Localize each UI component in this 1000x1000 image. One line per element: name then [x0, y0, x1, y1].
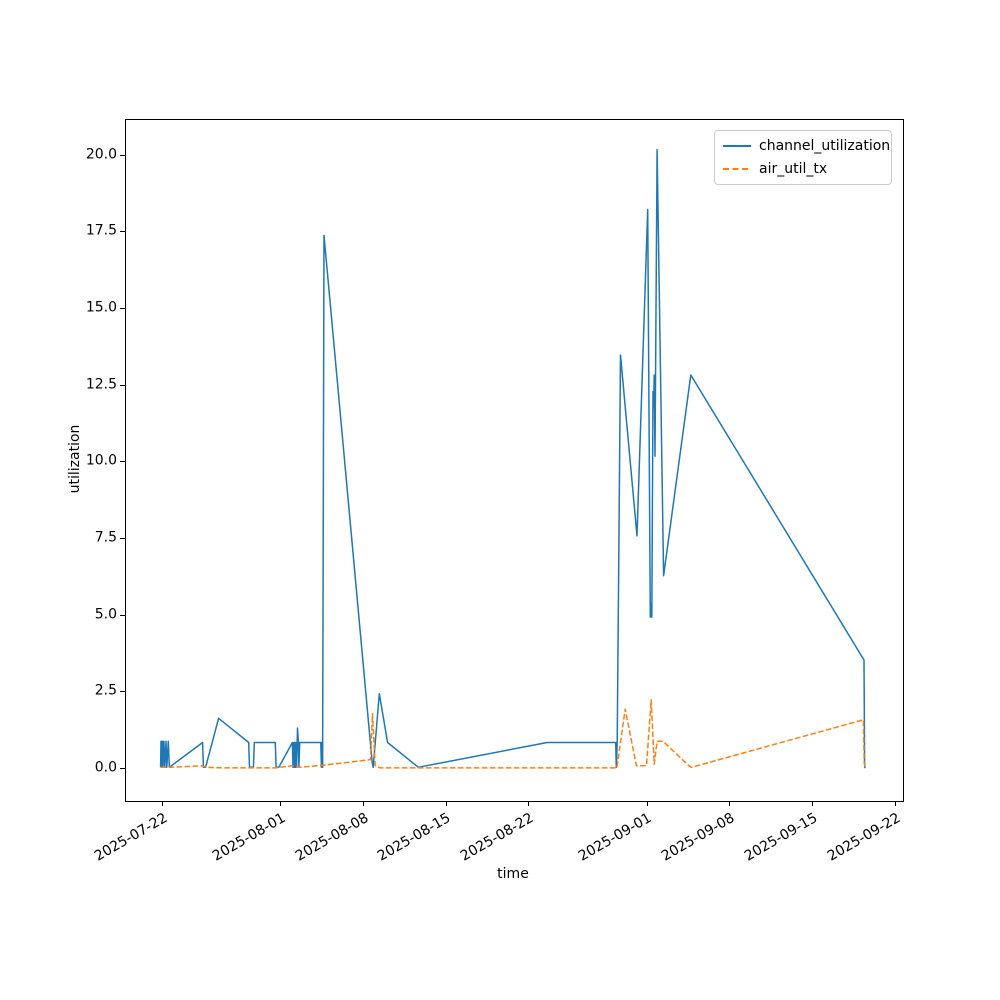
legend: channel_utilization air_util_tx	[714, 130, 892, 185]
plot-area: channel_utilization air_util_tx	[125, 119, 904, 802]
series-channel_utilization	[159, 148, 866, 769]
x-axis-label: time	[497, 866, 529, 882]
x-tick-label: 2025-08-22	[457, 810, 537, 865]
x-tick-mark	[280, 801, 281, 806]
y-tick-mark	[120, 231, 125, 232]
y-tick-mark	[120, 768, 125, 769]
y-tick-mark	[120, 308, 125, 309]
y-tick-label: 5.0	[94, 606, 117, 623]
x-tick-label: 2025-08-01	[209, 810, 289, 865]
y-axis-label: utilization	[67, 424, 83, 494]
y-tick-label: 17.5	[85, 222, 117, 239]
x-tick-mark	[895, 801, 896, 806]
x-tick-mark	[812, 801, 813, 806]
x-tick-label: 2025-08-15	[375, 810, 454, 865]
legend-item-air-util-tx: air_util_tx	[723, 160, 883, 178]
series-air_util_tx	[160, 699, 866, 769]
x-tick-mark	[528, 801, 529, 806]
y-tick-label: 10.0	[85, 452, 117, 469]
y-tick-label: 20.0	[85, 146, 117, 163]
x-tick-label: 2025-09-15	[741, 810, 821, 865]
line-chart	[159, 148, 866, 769]
y-tick-mark	[120, 385, 125, 386]
y-tick-label: 15.0	[85, 299, 117, 316]
x-tick-label: 2025-09-01	[576, 810, 655, 865]
x-tick-mark	[647, 801, 648, 806]
legend-item-channel-utilization: channel_utilization	[723, 137, 890, 155]
x-tick-label: 2025-09-22	[824, 810, 903, 865]
y-tick-label: 0.0	[94, 759, 117, 776]
y-tick-label: 12.5	[85, 376, 117, 393]
y-tick-label: 7.5	[94, 529, 117, 546]
x-tick-mark	[446, 801, 447, 806]
x-tick-mark	[162, 801, 163, 806]
y-tick-label: 2.5	[94, 682, 117, 699]
legend-label: channel_utilization	[759, 137, 891, 154]
legend-line-dashed-icon	[723, 168, 751, 170]
x-tick-mark	[729, 801, 730, 806]
x-tick-label: 2025-08-08	[292, 810, 371, 865]
legend-line-solid-icon	[723, 145, 751, 147]
x-tick-mark	[363, 801, 364, 806]
y-tick-mark	[120, 461, 125, 462]
x-tick-label: 2025-09-08	[658, 810, 738, 865]
y-tick-mark	[120, 538, 125, 539]
y-tick-mark	[120, 615, 125, 616]
x-tick-label: 2025-07-22	[91, 810, 170, 865]
legend-label: air_util_tx	[759, 160, 828, 177]
y-tick-mark	[120, 691, 125, 692]
y-tick-mark	[120, 155, 125, 156]
